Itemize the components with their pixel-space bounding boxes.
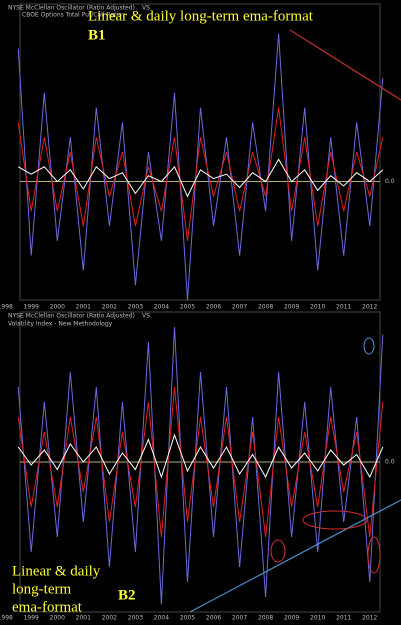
panel-label: B2 xyxy=(118,587,136,603)
x-tick-label: 2008 xyxy=(258,304,273,311)
x-tick-label: 2011 xyxy=(336,304,351,311)
trend-line xyxy=(189,499,401,613)
x-tick-label: 1998 xyxy=(0,615,13,622)
x-tick-label: 2000 xyxy=(50,304,65,311)
annotation: Linear & daily long-term ema-format xyxy=(88,8,314,24)
x-tick-label: 2012 xyxy=(362,304,377,311)
panel-subtitle: Volatility Index - New Methodology xyxy=(8,321,113,328)
x-tick-label: 2004 xyxy=(154,304,169,311)
trend-line xyxy=(289,29,401,101)
series-line xyxy=(17,33,384,301)
highlight xyxy=(367,536,381,574)
x-tick-label: 2007 xyxy=(232,615,247,622)
x-tick-label: 2003 xyxy=(128,615,143,622)
x-tick-label: 2004 xyxy=(154,615,169,622)
series-line xyxy=(17,107,384,241)
x-tick-label: 2007 xyxy=(232,304,247,311)
highlight xyxy=(270,539,286,563)
y-tick-label: 0.0 xyxy=(385,178,395,185)
x-tick-label: 2005 xyxy=(180,615,195,622)
x-tick-label: 1998 xyxy=(0,304,13,311)
highlight xyxy=(302,510,368,530)
x-tick-label: 2001 xyxy=(76,615,91,622)
series-line xyxy=(17,386,384,538)
x-tick-label: 2012 xyxy=(362,615,377,622)
x-tick-label: 2006 xyxy=(206,304,221,311)
panel-title: NYSE McClellan Oscillator (Ratio Adjuste… xyxy=(8,5,135,12)
x-tick-label: 2010 xyxy=(310,304,325,311)
x-tick-label: 2005 xyxy=(180,304,195,311)
series-line xyxy=(17,158,384,198)
y-tick-label: 0.0 xyxy=(385,459,395,466)
x-tick-label: 2009 xyxy=(284,304,299,311)
annotation: Linear & daily xyxy=(12,563,101,579)
x-tick-label: 1999 xyxy=(24,304,39,311)
panel-vs: VS. xyxy=(142,5,152,12)
panel-subtitle: CBOE Options Total Put/Call Ratio xyxy=(22,12,122,19)
x-tick-label: 2008 xyxy=(258,615,273,622)
x-tick-label: 2000 xyxy=(50,615,65,622)
x-tick-label: 2002 xyxy=(102,304,117,311)
annotation: ema-format xyxy=(12,599,83,615)
panel-title: NYSE McClellan Oscillator (Ratio Adjuste… xyxy=(8,313,135,320)
x-tick-label: 2002 xyxy=(102,615,117,622)
x-tick-label: 2001 xyxy=(76,304,91,311)
x-tick-label: 2006 xyxy=(206,615,221,622)
series-line xyxy=(17,326,384,605)
x-tick-label: 2011 xyxy=(336,615,351,622)
series-line xyxy=(17,433,384,479)
x-tick-label: 2009 xyxy=(284,615,299,622)
x-tick-label: 1999 xyxy=(24,615,39,622)
highlight xyxy=(363,337,375,355)
panel-label: B1 xyxy=(88,27,106,43)
x-tick-label: 2003 xyxy=(128,304,143,311)
annotation: long-term xyxy=(12,581,71,597)
x-tick-label: 2010 xyxy=(310,615,325,622)
panel-vs: VS. xyxy=(142,313,152,320)
